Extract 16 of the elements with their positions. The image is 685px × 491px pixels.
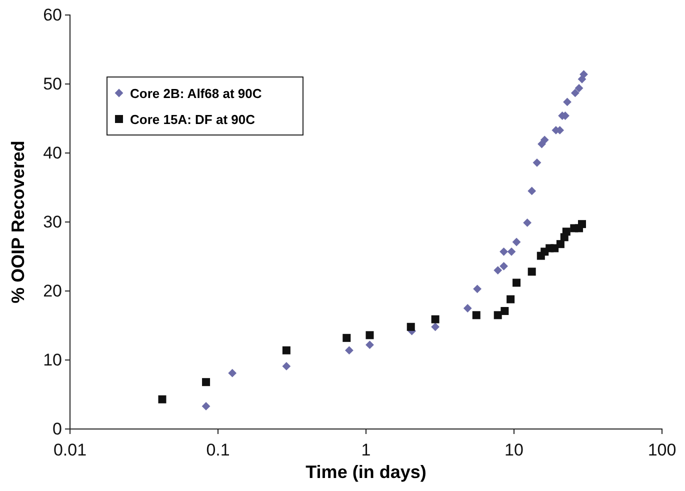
x-tick-label: 1 [361, 440, 371, 460]
x-axis-title: Time (in days) [306, 462, 426, 482]
y-axis-title: % OOIP Recovered [8, 140, 28, 304]
x-tick-label: 0.01 [53, 440, 87, 460]
x-tick-label: 10 [504, 440, 524, 460]
legend-label: Core 2B: Alf68 at 90C [130, 86, 262, 101]
y-tick-label: 40 [43, 143, 62, 162]
y-tick-label: 20 [43, 281, 62, 300]
x-tick-label: 0.1 [206, 440, 230, 460]
y-tick-label: 60 [43, 5, 62, 24]
y-tick-label: 10 [43, 350, 62, 370]
y-tick-label: 50 [43, 74, 62, 94]
x-tick-label: 100 [648, 440, 676, 460]
y-tick-label: 0 [52, 419, 62, 438]
legend-label: Core 15A: DF at 90C [130, 112, 256, 127]
y-tick-label: 30 [43, 212, 62, 232]
